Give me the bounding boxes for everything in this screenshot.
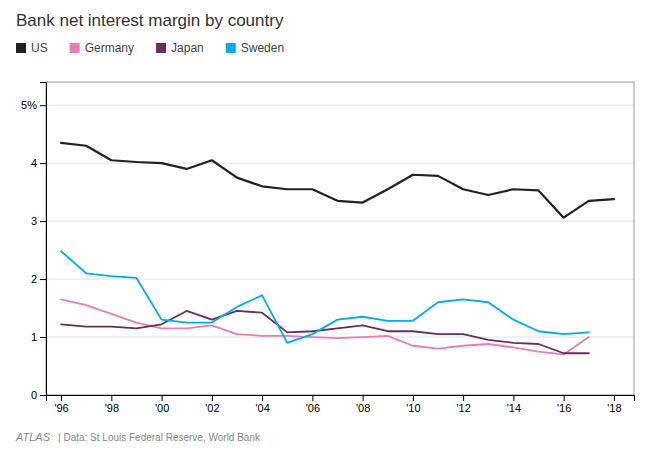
x-tick-label: '08 <box>356 402 370 414</box>
x-tick-label: '18 <box>607 402 621 414</box>
annotation: ATLAS <box>15 431 51 443</box>
series-group <box>61 143 614 355</box>
x-tick: '16 <box>557 395 571 414</box>
y-tick-label: 3 <box>31 215 37 227</box>
x-tick: '96 <box>54 395 68 414</box>
y-tick-mark <box>40 279 46 280</box>
legend-label: Japan <box>171 41 204 55</box>
y-axis-line <box>40 83 47 396</box>
plot: '96 '98 '00 '02 '04 '06 '08 '10 '12 '14 '16 '18 0 1 2 3… <box>21 82 634 414</box>
annotation: | Data: St Louis Federal Reserve, World … <box>58 432 261 443</box>
y-tick: 2 <box>31 273 46 285</box>
x-tick: '14 <box>507 395 521 414</box>
y-tick-mark <box>40 105 46 106</box>
y-tick-mark <box>40 163 46 164</box>
legend-item: Japan <box>156 41 204 55</box>
x-tick-label: '12 <box>456 402 470 414</box>
legend-label: US <box>31 41 48 55</box>
grid-line <box>46 279 634 280</box>
grid <box>46 105 634 395</box>
x-tick: '12 <box>456 395 470 414</box>
y-tick: 5% <box>21 99 46 111</box>
x-tick: '08 <box>356 395 370 414</box>
x-tick-label: '04 <box>255 402 269 414</box>
y-tick-mark <box>40 395 46 396</box>
x-tick-mark <box>614 395 615 401</box>
legend-swatch <box>70 43 80 53</box>
x-tick: '98 <box>105 395 119 414</box>
x-tick-mark <box>162 395 163 401</box>
series-line <box>61 143 614 218</box>
x-tick-label: '00 <box>155 402 169 414</box>
x-tick-label: '16 <box>557 402 571 414</box>
legend: US Germany Japan Sweden <box>16 41 284 55</box>
x-tick: '04 <box>255 395 269 414</box>
x-tick-mark <box>463 395 464 401</box>
y-axis: 0 1 2 3 4 5% <box>21 83 46 402</box>
x-tick-mark <box>262 395 263 401</box>
x-tick-mark <box>212 395 213 401</box>
series-line <box>61 251 589 343</box>
x-tick-mark <box>564 395 565 401</box>
y-tick: 4 <box>31 157 46 169</box>
x-tick-mark <box>413 395 414 401</box>
legend-item: Germany <box>70 41 134 55</box>
y-tick-label: 0 <box>31 389 37 401</box>
y-tick-label: 2 <box>31 273 37 285</box>
chart: Bank net interest margin by country US Ger… <box>0 0 656 451</box>
x-tick-mark <box>513 395 514 401</box>
x-tick-mark <box>363 395 364 401</box>
legend-label: Germany <box>85 41 134 55</box>
grid-line <box>46 105 634 106</box>
x-tick-mark <box>312 395 313 401</box>
y-tick: 3 <box>31 215 46 227</box>
x-tick: '10 <box>406 395 420 414</box>
x-axis: '96 '98 '00 '02 '04 '06 '08 '10 '12 '14 '16 '18 <box>47 395 635 414</box>
legend-item: Sweden <box>226 41 284 55</box>
x-tick-label: '96 <box>54 402 68 414</box>
x-tick: '00 <box>155 395 169 414</box>
x-tick-label: '02 <box>205 402 219 414</box>
legend-label: Sweden <box>241 41 284 55</box>
legend-swatch <box>226 43 236 53</box>
y-tick-label: 1 <box>31 331 37 343</box>
x-tick-label: '06 <box>306 402 320 414</box>
legend-swatch <box>156 43 166 53</box>
y-tick: 1 <box>31 331 46 343</box>
y-tick-mark <box>40 221 46 222</box>
x-tick: '06 <box>306 395 320 414</box>
x-axis-line <box>47 396 635 402</box>
x-tick-mark <box>61 395 62 401</box>
x-tick-label: '14 <box>507 402 521 414</box>
legend-item: US <box>16 41 48 55</box>
x-tick-label: '98 <box>105 402 119 414</box>
y-tick-label: 5% <box>21 99 37 111</box>
title: Bank net interest margin by country <box>16 11 284 30</box>
plot-frame <box>46 82 634 395</box>
legend-swatch <box>16 43 26 53</box>
y-tick-label: 4 <box>31 157 37 169</box>
y-tick-mark <box>40 337 46 338</box>
y-tick: 0 <box>31 389 46 401</box>
x-tick-label: '10 <box>406 402 420 414</box>
grid-line <box>46 221 634 222</box>
x-tick: '02 <box>205 395 219 414</box>
x-tick-mark <box>111 395 112 401</box>
x-tick: '18 <box>607 395 621 414</box>
